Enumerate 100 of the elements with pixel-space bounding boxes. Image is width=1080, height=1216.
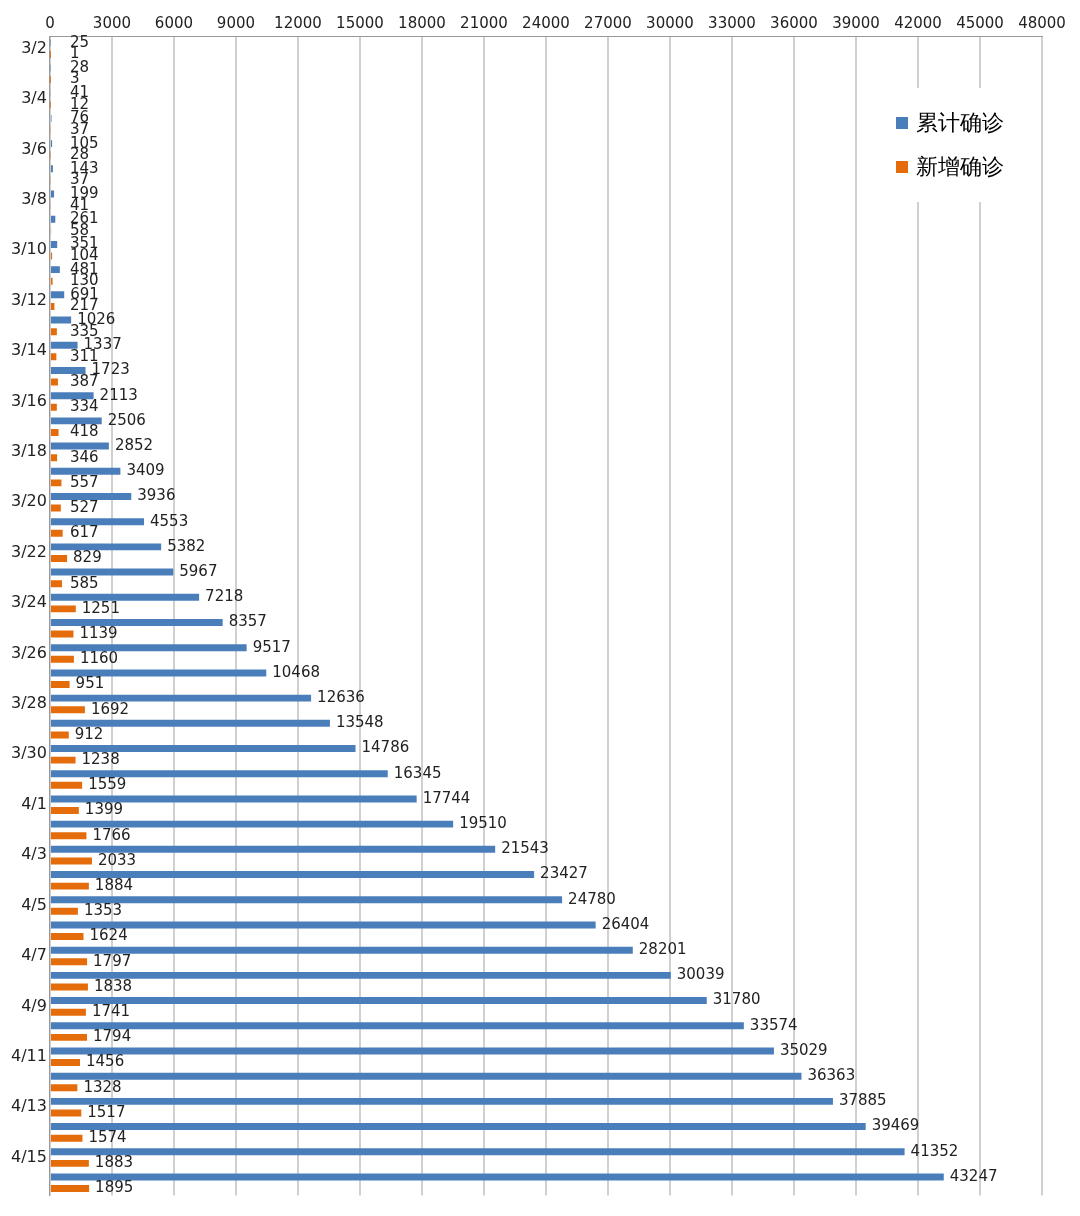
data-label: 1251 — [81, 598, 120, 617]
bar — [50, 190, 55, 198]
bar — [50, 756, 76, 764]
bar — [50, 1185, 90, 1193]
y-tick-label: 4/13 — [10, 1096, 47, 1116]
bar — [50, 681, 70, 688]
bar — [50, 807, 79, 815]
bar — [50, 1123, 866, 1131]
data-label: 43247 — [949, 1166, 998, 1185]
data-label: 36363 — [807, 1066, 856, 1085]
data-label: 1559 — [88, 775, 127, 794]
y-tick-label: 3/24 — [10, 592, 47, 612]
x-tick-label: 24000 — [522, 13, 570, 32]
bar — [50, 933, 84, 941]
data-label: 2113 — [99, 385, 138, 404]
data-label: 527 — [69, 497, 99, 516]
bar — [50, 946, 633, 954]
data-label: 346 — [69, 447, 99, 466]
data-label: 1328 — [83, 1077, 122, 1096]
bar — [50, 745, 356, 753]
bar — [50, 1022, 744, 1030]
bar — [50, 1084, 78, 1092]
data-label: 30039 — [676, 965, 725, 984]
x-tick-label: 27000 — [584, 13, 632, 32]
bar — [50, 428, 59, 436]
bar — [50, 619, 223, 626]
data-label: 1692 — [90, 699, 130, 718]
x-tick-label: 45000 — [956, 13, 1004, 32]
bar — [50, 529, 63, 537]
bar — [50, 605, 76, 613]
data-label: 12636 — [317, 688, 365, 707]
x-tick-label: 18000 — [398, 13, 446, 32]
y-tick-label: 3/4 — [21, 88, 47, 108]
bar — [50, 593, 200, 601]
data-label: 912 — [74, 724, 104, 743]
data-label: 4553 — [150, 511, 189, 530]
data-label: 41352 — [910, 1141, 959, 1160]
data-label: 1624 — [89, 926, 128, 945]
bar — [50, 997, 707, 1005]
x-tick-label: 30000 — [646, 13, 694, 32]
data-label: 1456 — [86, 1052, 125, 1071]
x-tick-label: 6000 — [154, 13, 194, 32]
bar — [50, 403, 57, 411]
bar — [50, 857, 92, 865]
data-label: 39469 — [871, 1116, 920, 1135]
data-label: 1883 — [94, 1153, 134, 1172]
data-label: 9517 — [252, 637, 291, 656]
bar — [50, 266, 60, 274]
data-label: 14786 — [361, 738, 410, 757]
bar — [50, 504, 61, 512]
data-label: 23427 — [540, 864, 588, 883]
bar — [50, 316, 72, 324]
y-tick-label: 3/8 — [21, 188, 47, 208]
data-label: 33574 — [749, 1015, 798, 1034]
y-tick-label: 4/7 — [21, 945, 47, 965]
data-label: 28201 — [638, 940, 687, 959]
bar — [50, 366, 86, 374]
bar — [50, 442, 109, 450]
bar — [50, 795, 417, 803]
data-label: 1895 — [95, 1178, 134, 1197]
x-tick-label: 33000 — [708, 13, 756, 32]
bar — [50, 971, 671, 979]
bar — [50, 820, 454, 828]
bar — [50, 568, 174, 576]
data-label: 10468 — [272, 662, 320, 681]
data-label: 2506 — [107, 410, 146, 429]
y-tick-label: 4/3 — [21, 844, 47, 864]
bar — [50, 694, 312, 702]
x-tick-label: 15000 — [336, 13, 384, 32]
x-tick-label: 0 — [45, 13, 55, 32]
bar — [50, 719, 330, 727]
data-label: 1794 — [93, 1027, 132, 1046]
bar — [50, 378, 58, 386]
data-label: 5382 — [167, 536, 206, 555]
bar — [50, 1097, 833, 1105]
bar — [50, 1072, 802, 1080]
bar — [50, 731, 69, 739]
bar — [50, 832, 87, 840]
data-label: 2033 — [97, 850, 137, 869]
y-tick-label: 3/16 — [10, 390, 47, 410]
bar — [50, 770, 388, 778]
data-label: 16345 — [393, 763, 442, 782]
bar — [50, 1148, 905, 1156]
data-label: 557 — [69, 472, 99, 491]
bar — [50, 845, 496, 853]
data-label: 13548 — [335, 713, 384, 732]
bar — [50, 1134, 83, 1142]
data-label: 1353 — [83, 901, 123, 920]
y-tick-label: 3/30 — [10, 743, 47, 763]
data-label: 418 — [69, 422, 99, 441]
y-tick-label: 3/6 — [21, 138, 47, 158]
data-label: 1838 — [93, 976, 133, 995]
data-label: 617 — [69, 523, 99, 542]
bar — [50, 467, 121, 475]
data-label: 1741 — [91, 1002, 131, 1021]
y-tick-label: 3/22 — [10, 541, 47, 561]
legend-label: 新增确诊 — [916, 153, 1004, 181]
bar — [50, 669, 267, 677]
bar — [50, 493, 132, 500]
bar — [50, 896, 563, 904]
